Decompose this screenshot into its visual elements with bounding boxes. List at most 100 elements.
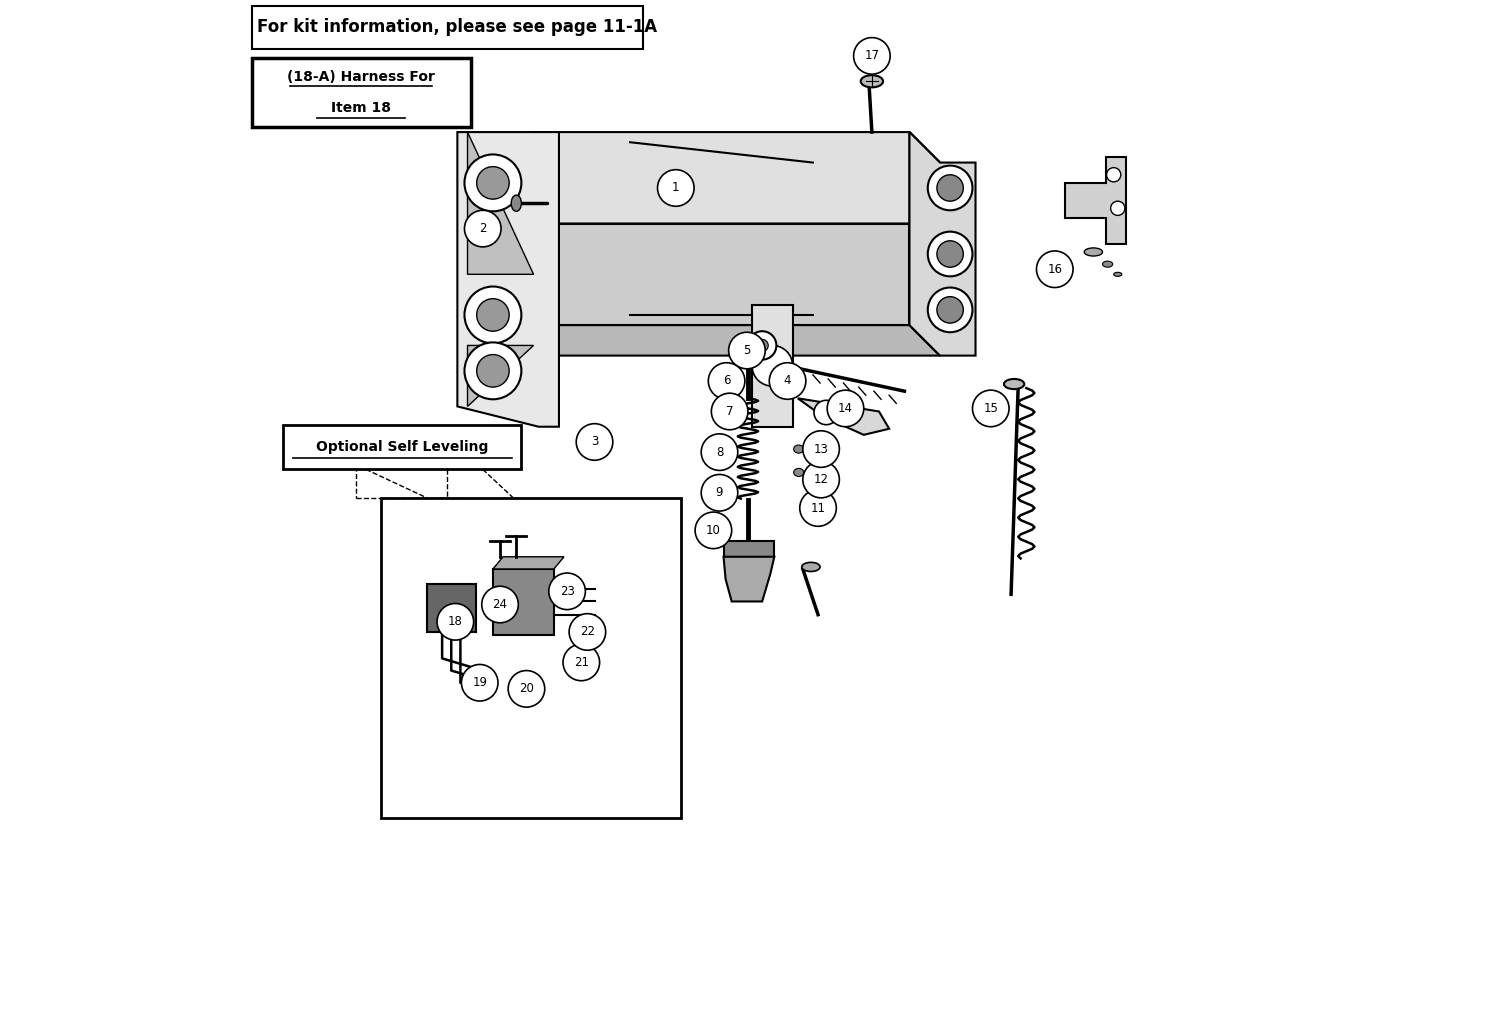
Text: 23: 23 <box>559 585 575 597</box>
Circle shape <box>462 664 498 701</box>
Circle shape <box>728 332 766 369</box>
Text: 7: 7 <box>726 405 734 418</box>
Circle shape <box>928 232 973 276</box>
Circle shape <box>465 154 522 211</box>
Circle shape <box>937 241 964 267</box>
Circle shape <box>711 393 747 430</box>
Text: (18-A) Harness For: (18-A) Harness For <box>287 70 435 84</box>
FancyBboxPatch shape <box>253 58 471 127</box>
Text: 2: 2 <box>478 223 486 235</box>
Text: 6: 6 <box>723 375 731 387</box>
Circle shape <box>973 390 1009 427</box>
Circle shape <box>747 331 776 360</box>
Circle shape <box>549 573 585 610</box>
Circle shape <box>477 167 510 199</box>
Circle shape <box>827 390 863 427</box>
Polygon shape <box>910 132 976 356</box>
Ellipse shape <box>794 445 803 453</box>
Text: 18: 18 <box>448 616 463 628</box>
Text: 11: 11 <box>811 502 826 514</box>
Polygon shape <box>723 541 775 557</box>
Text: 22: 22 <box>581 626 596 638</box>
Circle shape <box>757 339 769 352</box>
Ellipse shape <box>511 195 522 211</box>
Text: 13: 13 <box>814 443 829 455</box>
Circle shape <box>937 297 964 323</box>
Circle shape <box>701 474 738 511</box>
Ellipse shape <box>1084 248 1102 256</box>
Ellipse shape <box>469 668 487 678</box>
Circle shape <box>1036 251 1072 288</box>
Circle shape <box>477 355 510 387</box>
Text: Item 18: Item 18 <box>331 101 391 115</box>
Circle shape <box>937 175 964 201</box>
Circle shape <box>1107 168 1120 182</box>
Circle shape <box>465 287 522 343</box>
Polygon shape <box>534 325 940 356</box>
FancyBboxPatch shape <box>253 6 644 49</box>
Polygon shape <box>468 132 534 274</box>
Circle shape <box>803 431 839 467</box>
Ellipse shape <box>1102 261 1113 267</box>
Polygon shape <box>752 305 793 427</box>
Circle shape <box>562 644 600 681</box>
Circle shape <box>928 288 973 332</box>
Circle shape <box>465 342 522 399</box>
FancyBboxPatch shape <box>283 425 522 469</box>
Ellipse shape <box>794 468 803 477</box>
Circle shape <box>708 363 744 399</box>
Circle shape <box>508 671 544 707</box>
Text: 8: 8 <box>716 446 723 458</box>
Text: 14: 14 <box>838 402 853 415</box>
Text: 15: 15 <box>984 402 999 415</box>
Text: 9: 9 <box>716 487 723 499</box>
Polygon shape <box>534 224 910 325</box>
Text: 17: 17 <box>865 50 880 62</box>
Circle shape <box>481 586 519 623</box>
Circle shape <box>1110 201 1125 215</box>
Text: 1: 1 <box>672 182 680 194</box>
Circle shape <box>477 299 510 331</box>
Polygon shape <box>493 557 564 569</box>
Circle shape <box>800 490 836 526</box>
Ellipse shape <box>860 75 883 87</box>
FancyBboxPatch shape <box>381 498 681 818</box>
Ellipse shape <box>1113 272 1122 276</box>
Polygon shape <box>427 584 475 632</box>
Text: Optional Self Leveling: Optional Self Leveling <box>316 440 489 454</box>
Circle shape <box>438 604 474 640</box>
Circle shape <box>465 210 501 247</box>
Circle shape <box>701 434 738 470</box>
Text: 16: 16 <box>1047 263 1062 275</box>
Text: 12: 12 <box>814 473 829 486</box>
Text: 3: 3 <box>591 436 599 448</box>
Text: 20: 20 <box>519 683 534 695</box>
Polygon shape <box>723 557 775 601</box>
Circle shape <box>814 400 838 425</box>
Text: 21: 21 <box>575 656 588 669</box>
Polygon shape <box>534 132 940 224</box>
Circle shape <box>928 166 973 210</box>
Circle shape <box>803 461 839 498</box>
Ellipse shape <box>802 563 820 571</box>
Polygon shape <box>797 398 889 435</box>
Text: 4: 4 <box>784 375 791 387</box>
Text: 5: 5 <box>743 344 750 357</box>
Polygon shape <box>1065 157 1126 244</box>
Polygon shape <box>493 569 553 635</box>
Polygon shape <box>457 132 559 427</box>
Circle shape <box>657 170 693 206</box>
Circle shape <box>854 38 890 74</box>
Ellipse shape <box>1005 379 1024 389</box>
Circle shape <box>752 345 793 386</box>
Circle shape <box>769 363 806 399</box>
Text: For kit information, please see page 11-1A: For kit information, please see page 11-… <box>257 18 657 37</box>
Circle shape <box>569 614 606 650</box>
Text: 24: 24 <box>492 598 507 611</box>
Circle shape <box>576 424 612 460</box>
Text: 19: 19 <box>472 677 487 689</box>
Polygon shape <box>468 345 534 406</box>
Text: 10: 10 <box>705 524 720 536</box>
Circle shape <box>695 512 731 549</box>
Polygon shape <box>910 132 940 356</box>
